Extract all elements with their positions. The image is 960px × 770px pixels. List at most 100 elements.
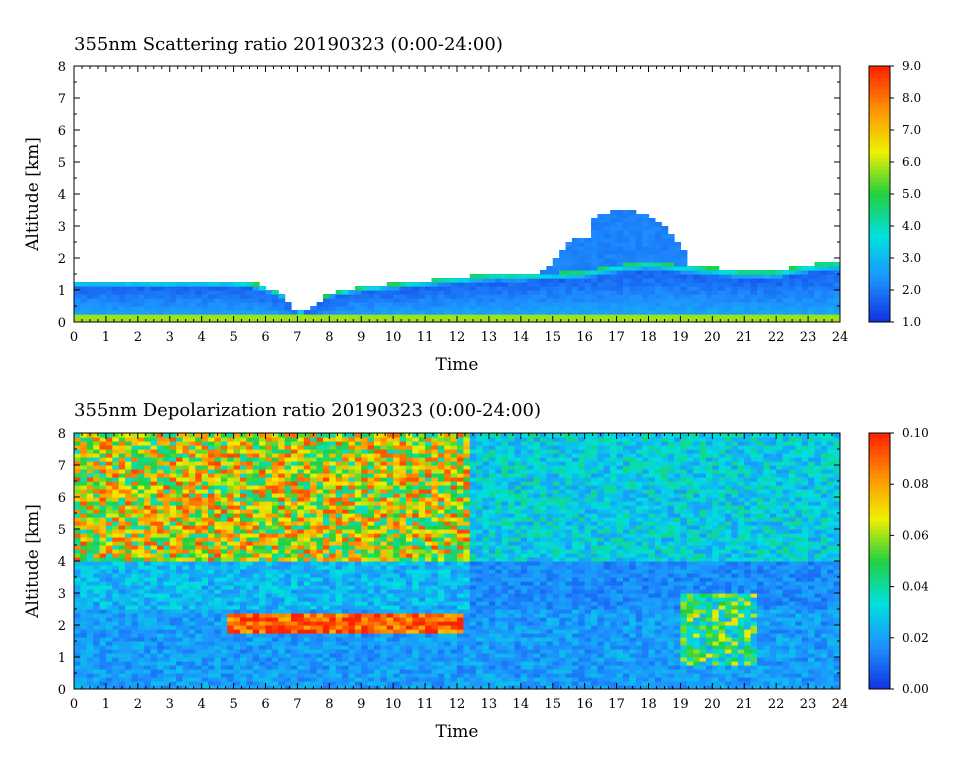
heatmap-cell <box>335 569 343 574</box>
x-tick-label: 7 <box>293 330 301 345</box>
heatmap-cell <box>539 310 547 315</box>
heatmap-cell <box>208 302 216 307</box>
heatmap-cell <box>616 254 624 259</box>
heatmap-cell <box>552 290 560 295</box>
heatmap-cell <box>188 497 196 502</box>
heatmap-cell <box>667 242 675 247</box>
heatmap-cell <box>144 673 152 678</box>
heatmap-cell <box>271 441 279 446</box>
heatmap-cell <box>233 641 241 646</box>
heatmap-cell <box>329 453 337 458</box>
heatmap-cell <box>252 521 260 526</box>
heatmap-cell <box>788 270 796 275</box>
heatmap-cell <box>201 617 209 622</box>
heatmap-cell <box>367 449 375 454</box>
heatmap-cell <box>335 469 343 474</box>
heatmap-cell <box>342 669 350 674</box>
heatmap-cell <box>239 513 247 518</box>
heatmap-cell <box>86 625 94 630</box>
heatmap-cell <box>310 629 318 634</box>
heatmap-cell <box>303 493 311 498</box>
heatmap-cell <box>801 278 809 283</box>
heatmap-cell <box>156 290 164 295</box>
heatmap-cell <box>322 669 330 674</box>
heatmap-cell <box>291 477 299 482</box>
heatmap-cell <box>156 294 164 299</box>
heatmap-cell <box>674 294 682 299</box>
heatmap-cell <box>99 302 107 307</box>
heatmap-cell <box>412 298 420 303</box>
heatmap-cell <box>342 469 350 474</box>
heatmap-cell <box>367 601 375 606</box>
heatmap-cell <box>125 513 133 518</box>
heatmap-cell <box>182 569 190 574</box>
heatmap-cell <box>680 266 688 271</box>
heatmap-cell <box>418 306 426 311</box>
heatmap-cell <box>291 593 299 598</box>
heatmap-cell <box>316 306 324 311</box>
heatmap-cell <box>74 473 81 478</box>
heatmap-cell <box>252 641 260 646</box>
heatmap-cell <box>278 681 286 686</box>
heatmap-cell <box>667 238 675 243</box>
heatmap-cell <box>227 521 235 526</box>
heatmap-cell <box>354 605 362 610</box>
heatmap-cell <box>188 473 196 478</box>
heatmap-cell <box>508 310 516 315</box>
heatmap-cell <box>208 525 216 530</box>
heatmap-cell <box>342 465 350 470</box>
heatmap-cell <box>195 314 203 319</box>
heatmap-cell <box>182 605 190 610</box>
heatmap-cell <box>246 645 254 650</box>
heatmap-cell <box>405 306 413 311</box>
heatmap-cell <box>495 282 503 287</box>
heatmap-cell <box>278 617 286 622</box>
heatmap-cell <box>169 533 177 538</box>
heatmap-cell <box>591 262 599 267</box>
heatmap-cell <box>597 290 605 295</box>
heatmap-cell <box>93 649 101 654</box>
heatmap-cell <box>105 481 113 486</box>
heatmap-cell <box>239 453 247 458</box>
heatmap-cell <box>93 521 101 526</box>
heatmap-cell <box>278 453 286 458</box>
heatmap-cell <box>182 621 190 626</box>
heatmap-cell <box>246 613 254 618</box>
heatmap-cell <box>163 541 171 546</box>
heatmap-cell <box>654 262 662 267</box>
heatmap-cell <box>208 298 216 303</box>
heatmap-cell <box>80 677 88 682</box>
heatmap-cell <box>99 637 107 642</box>
heatmap-cell <box>195 477 203 482</box>
heatmap-cell <box>348 461 356 466</box>
heatmap-cell <box>405 290 413 295</box>
heatmap-cell <box>316 625 324 630</box>
heatmap-cell <box>278 581 286 586</box>
heatmap-cell <box>303 577 311 582</box>
heatmap-cell <box>361 481 369 486</box>
heatmap-cell <box>208 549 216 554</box>
heatmap-cell <box>348 557 356 562</box>
heatmap-cell <box>201 673 209 678</box>
heatmap-cell <box>335 669 343 674</box>
y-tick-label: 7 <box>58 92 66 107</box>
heatmap-cell <box>74 577 81 582</box>
heatmap-cell <box>565 286 573 291</box>
heatmap-cell <box>163 681 171 686</box>
heatmap-cell <box>597 238 605 243</box>
heatmap-cell <box>246 501 254 506</box>
heatmap-cell <box>239 461 247 466</box>
heatmap-cell <box>737 318 745 322</box>
heatmap-cell <box>705 270 713 275</box>
heatmap-cell <box>176 302 184 307</box>
heatmap-cell <box>354 649 362 654</box>
heatmap-cell <box>693 310 701 315</box>
heatmap-cell <box>578 318 586 322</box>
heatmap-cell <box>150 533 158 538</box>
heatmap-cell <box>744 286 752 291</box>
heatmap-cell <box>195 517 203 522</box>
heatmap-cell <box>693 282 701 287</box>
heatmap-cell <box>457 278 464 283</box>
heatmap-cell <box>239 661 247 666</box>
heatmap-cell <box>291 669 299 674</box>
